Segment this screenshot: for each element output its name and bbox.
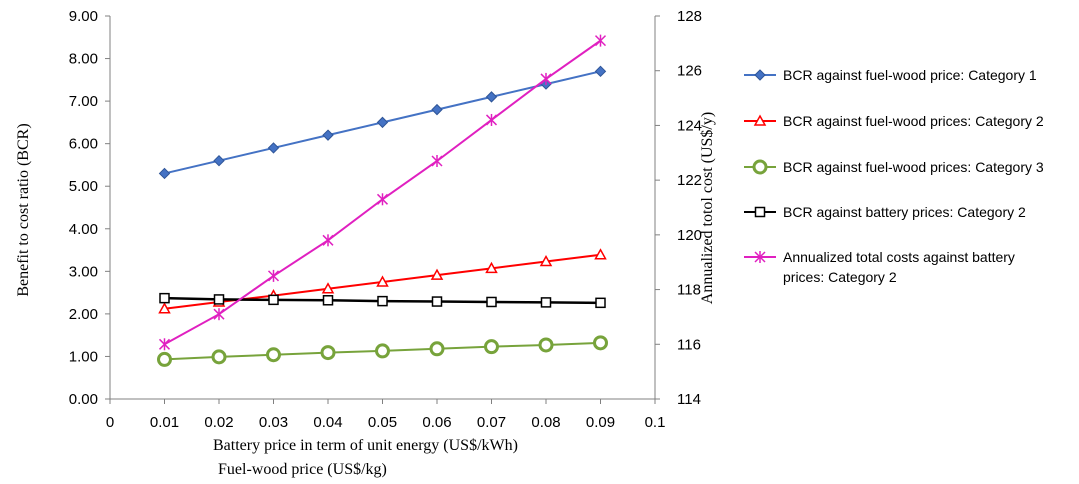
x-tick-label: 0.06 [422, 414, 451, 431]
legend-marker-5 [754, 251, 766, 263]
series-3-point [429, 341, 445, 357]
series-3-point [538, 337, 554, 353]
legend-label: BCR against fuel-wood price: Category 1 [783, 67, 1037, 83]
series-3-point [375, 343, 390, 359]
series-4-point [595, 297, 606, 309]
series-4-point [159, 292, 170, 304]
x-tick-label: 0.03 [259, 414, 288, 431]
x-tick-label: 0.08 [531, 414, 560, 431]
series-1-point [376, 116, 389, 129]
y-tick-label: 9.00 [69, 8, 98, 25]
x-tick-label: 0.05 [368, 414, 397, 431]
series-5-point [158, 338, 171, 351]
y2-axis-title: Annualized totol cost (US$/y) [699, 112, 716, 304]
series-5-point [594, 34, 607, 47]
y-tick-label: 7.00 [69, 93, 98, 110]
series-2-point [594, 248, 607, 260]
series-4-point [268, 294, 279, 306]
series-3-point [484, 339, 499, 355]
series-5-point [267, 269, 280, 282]
series-4-point [486, 296, 497, 308]
y2-tick-label: 124 [677, 117, 702, 134]
series-2-point [158, 302, 171, 314]
x-tick-label: 0.1 [645, 414, 666, 431]
legend-label: BCR against fuel-wood prices: Category 3 [783, 159, 1044, 175]
series-5-point [485, 113, 498, 126]
x-tick-label: 0 [106, 414, 114, 431]
series-1-point [485, 91, 498, 103]
legend-marker-4 [754, 206, 766, 218]
series-5-point [322, 234, 334, 247]
y-axis-title: Benefit to cost ratio (BCR) [15, 123, 32, 296]
y2-tick-label: 118 [677, 282, 701, 299]
series-4-point [213, 294, 225, 305]
legend-label: prices: Category 2 [783, 269, 897, 285]
series-3-point [266, 347, 281, 363]
legend-marker-1 [754, 69, 766, 81]
y-tick-label: 5.00 [69, 178, 98, 195]
y-tick-label: 8.00 [69, 51, 98, 68]
y2-tick-label: 122 [677, 172, 702, 189]
x-axis-title: Battery price in term of unit energy (US… [213, 437, 518, 454]
y2-tick-label: 120 [677, 227, 702, 244]
legend-marker-3 [752, 159, 768, 175]
series-5-point [213, 308, 225, 321]
y-tick-label: 0.00 [69, 391, 98, 408]
series-2-point [485, 261, 498, 274]
series-4-point [431, 296, 443, 307]
x-tick-label: 0.04 [313, 414, 342, 431]
series-4-point [377, 295, 388, 307]
series-1-point [431, 103, 443, 116]
y-tick-label: 6.00 [69, 136, 98, 153]
series-4-point [540, 297, 552, 308]
series-1-point [322, 129, 334, 141]
y2-tick-label: 126 [677, 63, 702, 80]
legend-label: BCR against fuel-wood prices: Category 2 [783, 113, 1044, 129]
x-tick-label: 0.02 [204, 414, 233, 431]
series-2-point [321, 282, 335, 294]
series-3-point [211, 349, 227, 365]
series-1-point [158, 167, 171, 180]
series-5-point [376, 193, 389, 206]
legend-label: BCR against battery prices: Category 2 [783, 204, 1026, 220]
series-1-point [594, 65, 607, 78]
y-tick-label: 1.00 [69, 348, 98, 365]
series-5-point [540, 72, 552, 85]
y-tick-label: 4.00 [69, 221, 98, 238]
x-tick-label: 0.01 [150, 414, 179, 431]
series-3-point [593, 335, 608, 351]
series-3-point [157, 351, 172, 367]
y2-tick-label: 114 [677, 391, 701, 408]
x-axis-title-2: Fuel-wood price (US$/kg) [218, 461, 387, 478]
legend-label: Annualized total costs against battery [783, 249, 1015, 265]
series-5-point [431, 154, 443, 167]
y2-tick-label: 128 [677, 8, 702, 25]
y-tick-label: 2.00 [69, 306, 98, 323]
legend-marker-2 [753, 114, 767, 126]
y-tick-label: 3.00 [69, 263, 98, 280]
series-2-point [376, 275, 389, 287]
series-2-point [430, 268, 444, 280]
series-3-point [320, 345, 336, 361]
y2-tick-label: 116 [677, 336, 701, 353]
series-4-point [322, 295, 334, 306]
series-1-point [267, 142, 280, 154]
series-2-point [539, 255, 553, 267]
x-tick-label: 0.09 [586, 414, 615, 431]
x-tick-label: 0.07 [477, 414, 506, 431]
series-1-point [213, 154, 225, 167]
